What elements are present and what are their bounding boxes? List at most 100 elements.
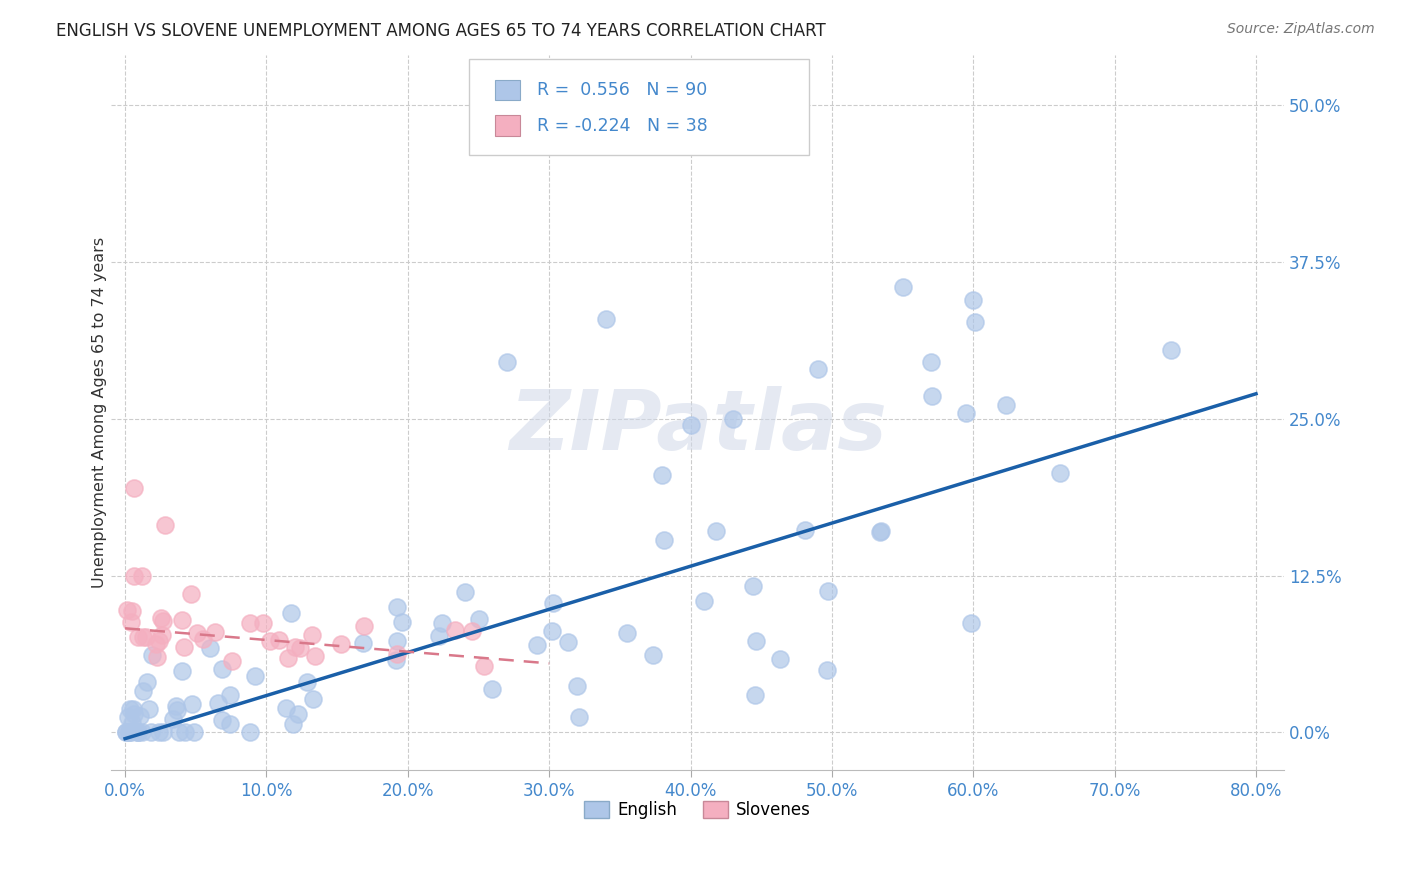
- Point: [616, 626, 638, 640]
- Point: [120, 725, 142, 739]
- Point: [115, 603, 138, 617]
- Point: [152, 614, 174, 628]
- Point: [960, 615, 983, 630]
- Point: [287, 707, 309, 722]
- Point: [135, 630, 157, 644]
- Point: [122, 481, 145, 495]
- FancyBboxPatch shape: [495, 79, 520, 100]
- Point: [135, 674, 157, 689]
- Point: [211, 662, 233, 676]
- Point: [526, 638, 548, 652]
- Point: [444, 623, 467, 637]
- Point: [118, 725, 141, 739]
- Point: [651, 468, 673, 483]
- Point: [121, 716, 143, 731]
- Point: [117, 710, 139, 724]
- Text: R = -0.224   N = 38: R = -0.224 N = 38: [537, 117, 707, 135]
- Point: [186, 626, 208, 640]
- Point: [891, 280, 914, 294]
- Point: [301, 628, 323, 642]
- Point: [125, 725, 148, 739]
- Point: [166, 703, 188, 717]
- Point: [495, 355, 517, 369]
- Point: [148, 725, 170, 739]
- Point: [744, 688, 766, 702]
- Point: [769, 651, 792, 665]
- Point: [1049, 466, 1071, 480]
- Point: [454, 584, 477, 599]
- Point: [131, 568, 153, 582]
- Point: [183, 725, 205, 739]
- Point: [304, 648, 326, 663]
- Point: [121, 604, 143, 618]
- FancyBboxPatch shape: [495, 115, 520, 136]
- Point: [427, 629, 450, 643]
- Point: [150, 628, 173, 642]
- Text: ZIPatlas: ZIPatlas: [509, 386, 887, 467]
- Point: [153, 518, 176, 533]
- Point: [145, 637, 167, 651]
- Point: [1160, 343, 1182, 357]
- Point: [165, 699, 187, 714]
- Point: [138, 702, 160, 716]
- Point: [180, 587, 202, 601]
- Point: [127, 725, 149, 739]
- Point: [807, 361, 830, 376]
- Point: [461, 624, 484, 638]
- Point: [170, 664, 193, 678]
- Point: [481, 681, 503, 696]
- Point: [281, 717, 304, 731]
- Point: [955, 406, 977, 420]
- Point: [173, 640, 195, 654]
- Point: [295, 675, 318, 690]
- Point: [252, 616, 274, 631]
- Point: [994, 398, 1017, 412]
- Point: [679, 418, 702, 433]
- Point: [200, 641, 222, 656]
- Point: [117, 725, 139, 739]
- Point: [146, 649, 169, 664]
- Point: [132, 684, 155, 698]
- Point: [127, 631, 149, 645]
- Point: [541, 624, 564, 638]
- Point: [218, 688, 240, 702]
- Point: [121, 701, 143, 715]
- Point: [965, 315, 987, 329]
- Point: [172, 613, 194, 627]
- Point: [745, 633, 768, 648]
- Point: [472, 658, 495, 673]
- Point: [353, 619, 375, 633]
- Point: [742, 579, 765, 593]
- Point: [430, 615, 453, 630]
- Text: Source: ZipAtlas.com: Source: ZipAtlas.com: [1227, 22, 1375, 37]
- Text: R =  0.556   N = 90: R = 0.556 N = 90: [537, 81, 707, 99]
- Point: [211, 713, 233, 727]
- Point: [120, 702, 142, 716]
- Point: [141, 648, 163, 663]
- Point: [180, 697, 202, 711]
- Point: [557, 635, 579, 649]
- Point: [920, 355, 942, 369]
- Point: [267, 633, 290, 648]
- Point: [127, 725, 149, 739]
- Point: [284, 640, 307, 655]
- Point: [114, 725, 136, 739]
- Point: [148, 634, 170, 648]
- Point: [352, 635, 374, 649]
- Point: [162, 712, 184, 726]
- Point: [221, 654, 243, 668]
- Point: [568, 710, 591, 724]
- Point: [692, 593, 714, 607]
- Point: [259, 634, 281, 648]
- Point: [288, 640, 311, 655]
- Point: [387, 634, 409, 648]
- Point: [706, 524, 728, 538]
- Point: [219, 717, 242, 731]
- Point: [565, 679, 588, 693]
- Point: [384, 653, 406, 667]
- Point: [921, 389, 943, 403]
- Text: ENGLISH VS SLOVENE UNEMPLOYMENT AMONG AGES 65 TO 74 YEARS CORRELATION CHART: ENGLISH VS SLOVENE UNEMPLOYMENT AMONG AG…: [56, 22, 825, 40]
- Point: [330, 637, 353, 651]
- Point: [114, 725, 136, 739]
- Point: [274, 701, 297, 715]
